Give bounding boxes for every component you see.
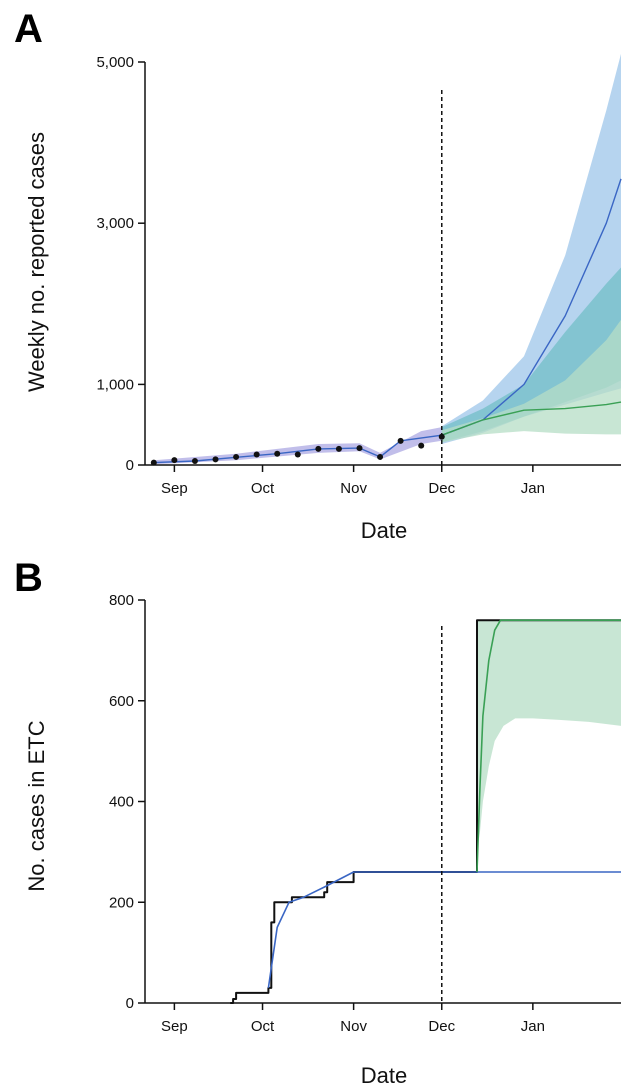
- panel-b-axes: 0 200 400 600 800 Sep Oct Nov Dec Jan: [109, 592, 621, 1035]
- observed-point: [294, 451, 301, 458]
- panel-a-x-axis-label: Date: [361, 518, 407, 543]
- observed-point: [171, 457, 178, 464]
- panel-a-y-axis-label: Weekly no. reported cases: [24, 132, 49, 392]
- x-tick-label: Oct: [251, 480, 275, 497]
- band-green-3: [441, 319, 621, 443]
- x-tick-label: Dec: [428, 1018, 455, 1035]
- observed-point: [418, 442, 425, 449]
- x-tick-label: Nov: [340, 480, 367, 497]
- panel-b-y-axis-label: No. cases in ETC: [24, 720, 49, 891]
- observed-point: [356, 445, 363, 452]
- observed-point: [233, 453, 240, 460]
- x-tick-label: Jan: [521, 1018, 545, 1035]
- observed-point: [191, 457, 198, 464]
- panel-b-lines: [230, 619, 621, 1004]
- observed-point: [377, 453, 384, 460]
- panel-b-x-axis-label: Date: [361, 1063, 407, 1088]
- y-tick-label: 1,000: [96, 376, 134, 393]
- panel-a-axes: 0 1,000 3,000 5,000 Sep Oct Nov Dec Jan: [96, 54, 621, 497]
- series-line-2: [476, 619, 621, 873]
- panel-b-bands: [477, 620, 621, 852]
- y-tick-label: 400: [109, 794, 134, 811]
- y-tick-label: 0: [126, 457, 134, 474]
- band-purple-0: [153, 427, 442, 465]
- observed-point: [397, 437, 404, 444]
- y-tick-label: 3,000: [96, 215, 134, 232]
- y-tick-label: 800: [109, 592, 134, 609]
- x-tick-label: Sep: [161, 480, 188, 497]
- x-tick-label: Oct: [251, 1018, 275, 1035]
- panel-b-label: B: [14, 556, 43, 600]
- series-line-0: [153, 178, 622, 464]
- panel-b: B 0 200 400 600 800 Sep Oct Nov Dec Jan Date No. …: [14, 556, 621, 1088]
- y-tick-label: 600: [109, 693, 134, 710]
- band-green-0: [477, 620, 621, 852]
- series-line-1: [267, 871, 621, 989]
- x-tick-label: Sep: [161, 1018, 188, 1035]
- panel-a-lines: [153, 178, 622, 464]
- y-tick-label: 0: [126, 995, 134, 1012]
- observed-point: [274, 450, 281, 457]
- observed-point: [150, 459, 157, 466]
- y-tick-label: 5,000: [96, 54, 134, 71]
- observed-point: [212, 456, 219, 463]
- x-tick-label: Nov: [340, 1018, 367, 1035]
- x-tick-label: Dec: [428, 480, 455, 497]
- observed-point: [335, 445, 342, 452]
- panel-a-bands: [153, 53, 621, 465]
- panel-a: A 0 1,000 3,000 5,000 Sep Oct Nov Dec Jan Date W…: [14, 7, 622, 543]
- observed-point: [315, 445, 322, 452]
- x-tick-label: Jan: [521, 480, 545, 497]
- observed-point: [253, 451, 260, 458]
- panel-a-label: A: [14, 7, 43, 51]
- y-tick-label: 200: [109, 894, 134, 911]
- series-line-1: [441, 401, 622, 436]
- panel-a-points: [150, 433, 445, 466]
